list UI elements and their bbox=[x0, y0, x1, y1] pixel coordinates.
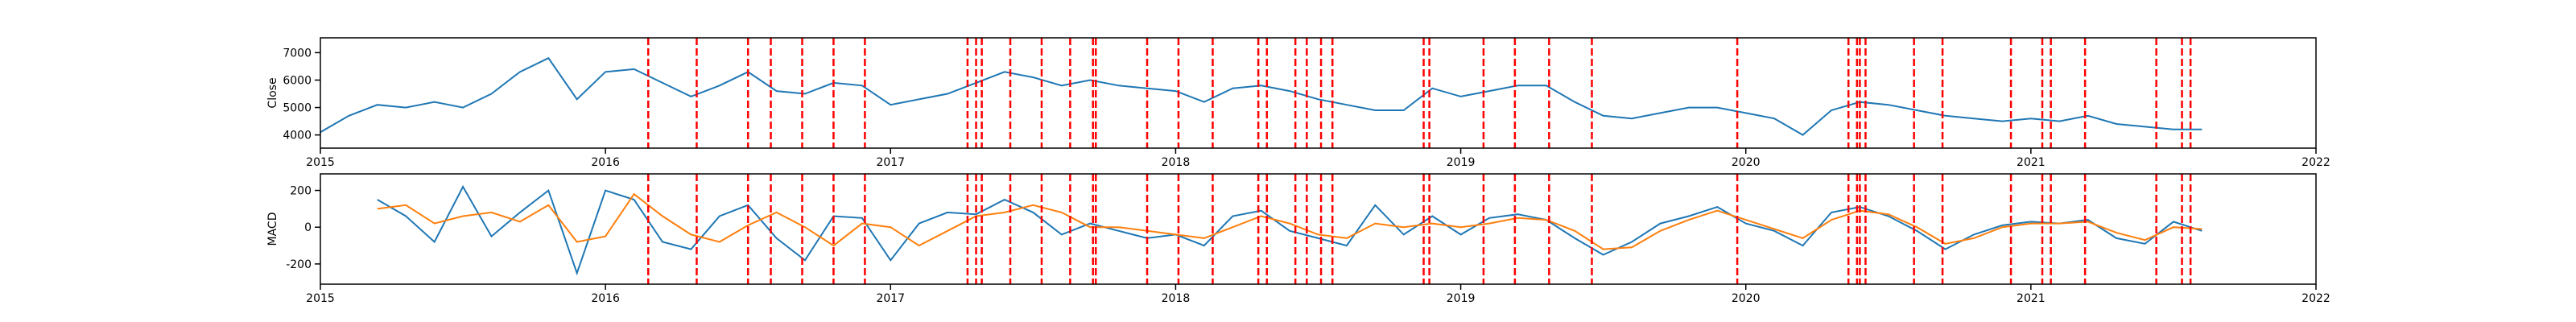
x-tick-label: 2018 bbox=[1162, 156, 1191, 169]
y-tick-label: 0 bbox=[304, 221, 312, 234]
x-tick-label: 2019 bbox=[1447, 156, 1476, 169]
x-tick-label: 2021 bbox=[2017, 292, 2046, 305]
x-tick-label: 2020 bbox=[1732, 156, 1761, 169]
x-tick-label: 2017 bbox=[876, 156, 905, 169]
series-line bbox=[377, 184, 2202, 276]
y-tick-label: 5000 bbox=[283, 102, 312, 115]
x-tick-label: 2016 bbox=[591, 292, 620, 305]
y-axis-label: MACD bbox=[266, 213, 279, 246]
x-tick-label: 2020 bbox=[1732, 292, 1761, 305]
x-tick-label: 2017 bbox=[876, 292, 905, 305]
x-tick-label: 2016 bbox=[591, 156, 620, 169]
x-tick-label: 2015 bbox=[306, 156, 335, 169]
y-tick-label: -200 bbox=[286, 258, 312, 271]
x-tick-label: 2018 bbox=[1162, 292, 1191, 305]
y-tick-label: 6000 bbox=[283, 74, 312, 87]
axes-frame bbox=[320, 173, 2317, 285]
plot-area bbox=[377, 174, 2202, 284]
y-axis-label: Close bbox=[266, 77, 279, 108]
x-tick-label: 2021 bbox=[2017, 156, 2046, 169]
x-tick-label: 2022 bbox=[2301, 292, 2330, 305]
y-tick-label: 4000 bbox=[283, 130, 312, 142]
y-tick-label: 200 bbox=[290, 185, 312, 198]
axes-frame bbox=[320, 37, 2317, 149]
x-tick-label: 2019 bbox=[1447, 292, 1476, 305]
plot-area bbox=[320, 38, 2202, 148]
series-line bbox=[377, 192, 2202, 250]
y-tick-label: 7000 bbox=[283, 47, 312, 60]
series-line bbox=[320, 56, 2202, 136]
x-tick-label: 2015 bbox=[306, 292, 335, 305]
x-tick-label: 2022 bbox=[2301, 156, 2330, 169]
